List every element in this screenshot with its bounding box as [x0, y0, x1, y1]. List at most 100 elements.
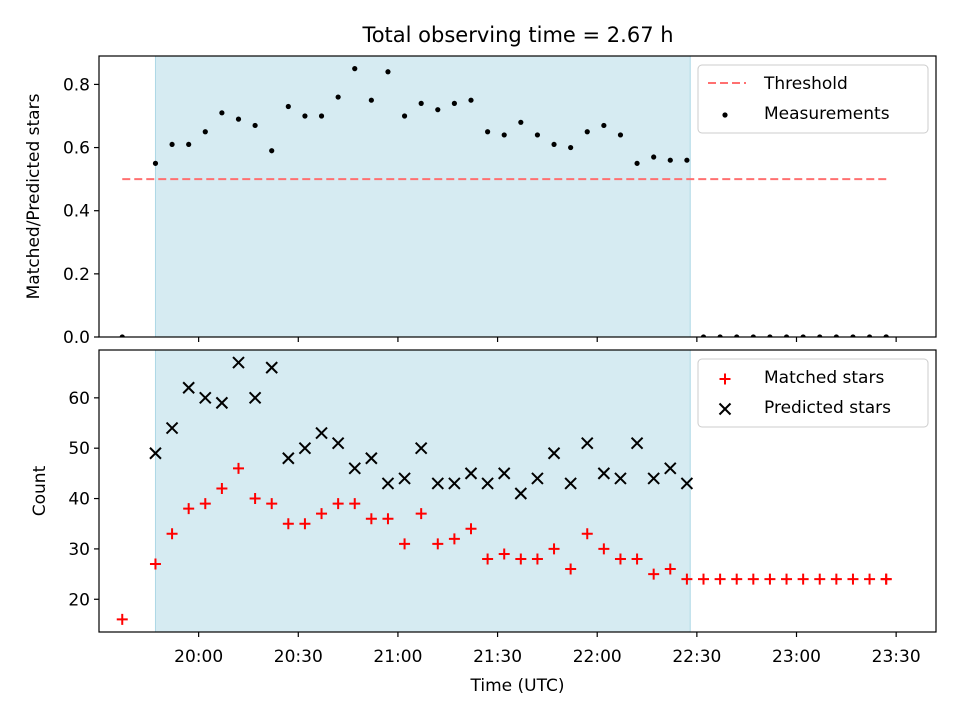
x-tick-label: 23:30: [872, 647, 921, 667]
matched-star-point: [216, 482, 228, 494]
predicted-star-point: [149, 447, 162, 460]
matched-star-point: [365, 513, 377, 525]
matched-star-point: [581, 528, 593, 540]
measurement-point: [833, 334, 839, 337]
predicted-star-point: [315, 426, 328, 440]
measurement-point: [285, 103, 291, 110]
predicted-star-point: [498, 467, 511, 480]
matched-star-point: [266, 498, 278, 510]
matched-star-point: [714, 573, 726, 585]
matched-star-point: [116, 613, 128, 625]
measurement-point: [667, 157, 673, 163]
measurement-point: [634, 160, 640, 166]
y-tick-label: 60: [68, 389, 90, 409]
measurement-point: [817, 334, 823, 337]
predicted-star-point: [414, 441, 428, 455]
predicted-star-point: [547, 447, 561, 460]
matched-star-point: [382, 513, 394, 525]
legend-label: Matched stars: [764, 368, 884, 388]
measurement-point: [152, 160, 159, 166]
predicted-star-point: [199, 391, 212, 405]
predicted-star-point: [365, 452, 378, 465]
predicted-star-point: [398, 472, 411, 485]
y-tick-label: 0.0: [63, 328, 90, 348]
measurement-point: [186, 141, 192, 148]
matched-star-point: [465, 523, 477, 535]
predicted-star-point: [581, 436, 594, 450]
x-tick-label: 23:00: [772, 647, 821, 667]
matched-star-point: [598, 543, 610, 555]
predicted-star-point: [597, 467, 611, 480]
predicted-star-point: [680, 477, 694, 490]
axes-frame: [98, 349, 937, 633]
measurement-point: [235, 116, 242, 122]
measurement-point: [501, 132, 507, 138]
matched-star-point: [648, 568, 660, 580]
predicted-star-point: [481, 477, 494, 490]
measurement-point: [269, 148, 275, 154]
matched-star-point: [166, 528, 178, 540]
matched-star-point: [233, 462, 244, 474]
measurement-point: [335, 94, 341, 100]
axes-frame: [98, 55, 937, 338]
predicted-star-point: [232, 356, 245, 369]
observing-window-shade: [154, 55, 691, 338]
legend-box: [697, 64, 929, 134]
x-tick-label: 22:30: [672, 647, 721, 667]
y-tick-label: 0.4: [63, 202, 90, 222]
matched-star-point: [880, 573, 892, 585]
measurement-point: [252, 122, 258, 129]
y-tick-label: 50: [68, 439, 90, 459]
measurement-point: [401, 113, 408, 119]
measurement-point: [717, 334, 723, 337]
matched-star-point: [731, 573, 743, 585]
legend-matched-swatch: [719, 373, 731, 385]
top-panel: 0.0 0.2 0.4 0.6 0.8 Matched/Predicted stars Th…: [24, 55, 937, 348]
chart-title: Total observing time = 2.67 h: [361, 23, 673, 47]
legend-label: Measurements: [764, 104, 890, 124]
measurement-point: [302, 113, 308, 119]
measurement-point: [850, 334, 856, 337]
matched-star-point: [747, 573, 759, 585]
measurement-point: [866, 334, 873, 337]
matched-star-point: [498, 548, 510, 560]
measurement-point: [368, 97, 374, 103]
y-tick-label: 20: [68, 590, 90, 610]
matched-star-point: [698, 573, 709, 585]
measurement-point: [734, 334, 740, 337]
measurement-point: [202, 129, 208, 135]
matched-star-point: [548, 543, 560, 555]
observing-window-shade: [154, 349, 691, 633]
predicted-star-point: [531, 472, 544, 485]
x-tick-label: 20:30: [274, 647, 323, 667]
measurement-point: [169, 141, 175, 148]
y-axis-label: Count: [30, 465, 50, 516]
data-marks: [119, 66, 889, 337]
measurement-point: [767, 334, 773, 337]
matched-star-point: [432, 538, 444, 550]
matched-star-point: [448, 533, 460, 545]
matched-star-point: [515, 553, 527, 565]
matched-star-point: [332, 498, 344, 510]
matched-star-point: [764, 573, 776, 585]
measurement-point: [418, 100, 424, 106]
legend-label: Predicted stars: [764, 398, 891, 418]
y-tick-label: 30: [68, 540, 90, 560]
measurement-point: [568, 144, 574, 151]
measurement-point: [700, 334, 707, 337]
measurement-point: [518, 119, 524, 125]
predicted-star-point: [282, 452, 295, 465]
matched-star-point: [316, 508, 328, 520]
matched-star-point: [847, 573, 859, 585]
measurement-point: [617, 132, 624, 138]
predicted-star-point: [464, 467, 478, 480]
predicted-star-point: [647, 472, 660, 485]
predicted-star-point: [431, 477, 444, 490]
predicted-star-point: [165, 421, 179, 435]
x-tick-label: 20:00: [174, 647, 223, 667]
measurement-point: [584, 129, 590, 135]
matched-star-point: [249, 493, 261, 505]
matched-star-point: [415, 508, 427, 520]
predicted-star-point: [215, 396, 229, 410]
predicted-star-point: [348, 462, 361, 475]
